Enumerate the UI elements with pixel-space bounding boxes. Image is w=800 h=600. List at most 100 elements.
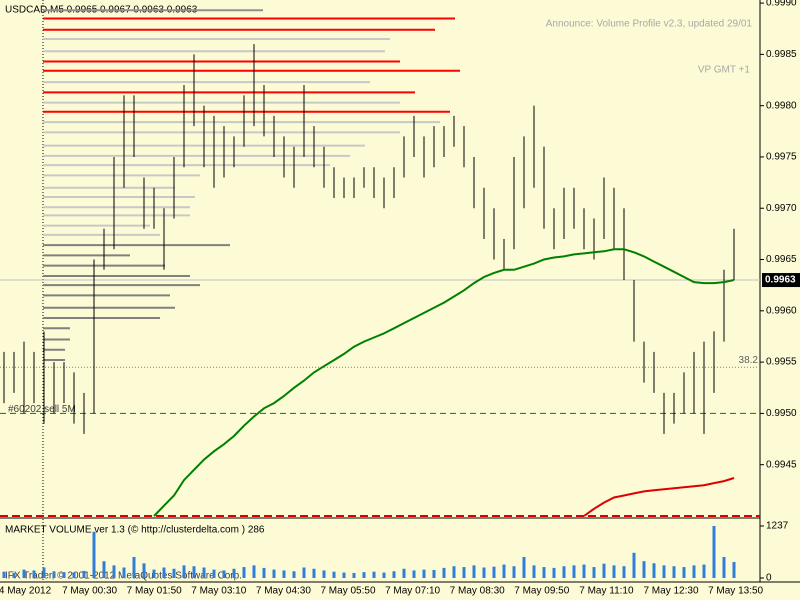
x-tick-label: 7 May 01:50	[127, 586, 182, 597]
y-tick-label: 0.9975	[766, 152, 797, 163]
volume-bar	[342, 572, 346, 578]
volume-bar	[222, 570, 226, 578]
x-tick-label: 4 May 2012	[0, 586, 52, 597]
y-tick-label: 0.9945	[766, 459, 797, 470]
volume-bar	[92, 531, 96, 578]
volume-bar	[632, 552, 636, 578]
volume-bar	[282, 570, 286, 578]
x-tick-label: 7 May 03:10	[191, 586, 246, 597]
volume-bar	[522, 556, 526, 578]
volume-bar	[662, 565, 666, 578]
volume-bar	[442, 567, 446, 578]
volume-bar	[562, 566, 566, 578]
x-tick-label: 7 May 05:50	[320, 586, 375, 597]
volume-bar	[692, 565, 696, 578]
y-tick-label: 0.9970	[766, 203, 797, 214]
volume-bar	[122, 567, 126, 578]
volume-bar	[502, 564, 506, 578]
y-tick-label: 0.9950	[766, 408, 797, 419]
volume-bar	[382, 572, 386, 578]
x-tick-label: 7 May 11:10	[579, 586, 634, 597]
volume-bar	[722, 556, 726, 578]
volume-bar	[262, 567, 266, 578]
volume-bar	[332, 571, 336, 578]
moving-average	[153, 248, 735, 517]
y-tick-label: 0.9985	[766, 49, 797, 60]
volume-bar	[162, 567, 166, 578]
volume-bar	[62, 572, 66, 578]
volume-bar	[542, 567, 546, 578]
volume-bar	[12, 572, 16, 578]
volume-bar	[682, 567, 686, 578]
volume-bar	[452, 566, 456, 578]
y-tick-label: 0.9955	[766, 357, 797, 368]
volume-bar	[372, 571, 376, 578]
volume-bar	[322, 570, 326, 578]
volume-bar	[42, 567, 46, 578]
volume-bar	[472, 565, 476, 578]
volume-bar	[422, 569, 426, 578]
y-tick-label: 0.9965	[766, 254, 797, 265]
volume-bar	[672, 566, 676, 578]
volume-bar	[612, 565, 616, 578]
volume-bar	[532, 565, 536, 578]
volume-bar	[182, 565, 186, 578]
volume-bar	[22, 569, 26, 578]
volume-bar	[392, 571, 396, 578]
volume-bar	[432, 570, 436, 578]
y-tick-label: 0.9990	[766, 0, 797, 9]
volume-bar	[212, 569, 216, 578]
volume-bar	[72, 572, 76, 578]
volume-bar	[702, 564, 706, 578]
volume-bar	[192, 566, 196, 578]
volume-bar	[132, 556, 136, 578]
volume-bar	[352, 572, 356, 578]
volume-bar	[292, 571, 296, 578]
current-price-label: 0.9963	[765, 275, 796, 286]
x-tick-label: 7 May 04:30	[256, 586, 311, 597]
y-tick-label: 0.9960	[766, 305, 797, 316]
volume-bar	[32, 570, 36, 578]
volume-bar	[622, 566, 626, 578]
volume-bar	[112, 565, 116, 578]
volume-bar	[482, 567, 486, 578]
volume-bar	[152, 569, 156, 578]
vp-label: VP GMT +1	[698, 65, 751, 76]
volume-bar	[232, 568, 236, 578]
current-price-box	[762, 273, 800, 288]
volume-bar	[142, 563, 146, 578]
y-tick-label: 1237	[766, 521, 789, 532]
volume-bar	[582, 564, 586, 578]
y-tick-label: 0.9980	[766, 100, 797, 111]
volume-title: MARKET VOLUME ver 1.3 (© http://clusterd…	[5, 525, 265, 536]
volume-bar	[512, 566, 516, 578]
moving-average	[583, 477, 735, 517]
volume-bar	[412, 570, 416, 578]
volume-bar	[52, 571, 56, 578]
x-tick-label: 7 May 07:10	[385, 586, 440, 597]
volume-bar	[402, 568, 406, 578]
volume-bar	[302, 567, 306, 578]
x-tick-label: 7 May 12:30	[643, 586, 698, 597]
volume-bar	[642, 561, 646, 578]
y-tick-label: 0	[766, 573, 772, 584]
volume-bar	[172, 568, 176, 578]
volume-bar	[102, 561, 106, 578]
volume-bar	[202, 567, 206, 578]
volume-bar	[652, 563, 656, 578]
volume-bar	[592, 567, 596, 578]
x-tick-label: 7 May 13:50	[708, 586, 763, 597]
volume-bar	[492, 566, 496, 578]
volume-bar	[732, 562, 736, 578]
volume-bar	[572, 565, 576, 578]
fib-label: 38.2	[739, 355, 759, 366]
volume-bar	[712, 526, 716, 578]
volume-bar	[252, 565, 256, 578]
volume-bar	[362, 572, 366, 578]
volume-bar	[82, 570, 86, 578]
volume-bar	[312, 568, 316, 578]
volume-bar	[2, 571, 6, 578]
